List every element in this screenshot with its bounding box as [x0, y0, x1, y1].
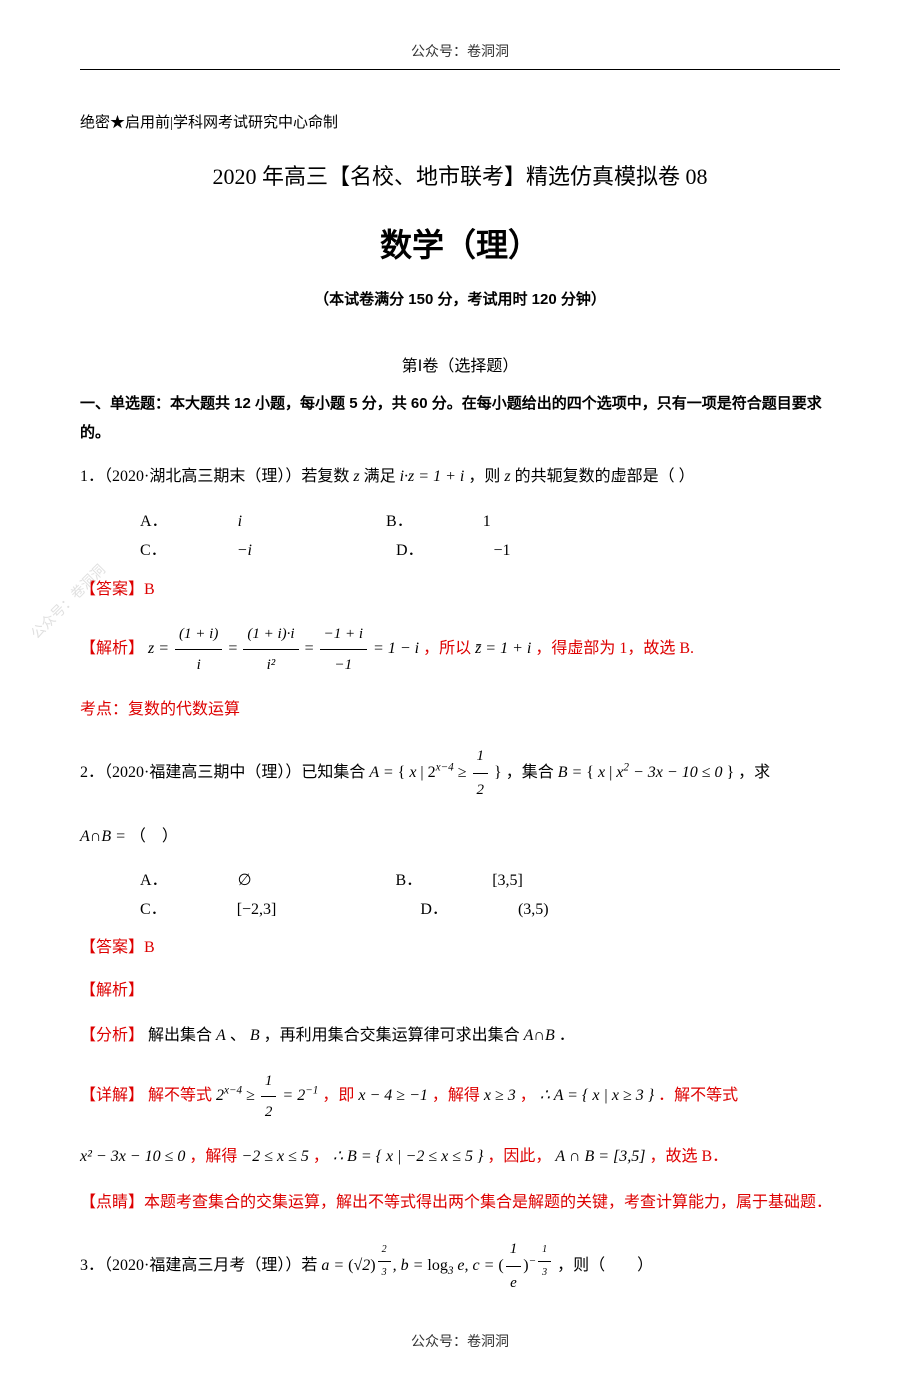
- q3-stem-prefix: 3．（2020·福建高三月考（理））若: [80, 1257, 317, 1274]
- q1-options: A．i B．1 C．−i D．−1: [80, 508, 840, 566]
- main-title: 2020 年高三【名校、地市联考】精选仿真模拟卷 08: [80, 157, 840, 197]
- q1-suffix: 的共轭复数的虚部是（ ）: [515, 468, 695, 485]
- q1-mid2: ，则: [468, 468, 500, 485]
- q1-var-z1: z: [353, 468, 359, 485]
- q2-option-b: B．[3,5]: [396, 867, 593, 896]
- footer-banner: 公众号：卷洞洞: [80, 1330, 840, 1355]
- q1-analysis: 【解析】 z = (1 + i)i = (1 + i)·ii² = −1 + i…: [80, 619, 840, 680]
- q2-suffix: ，求: [738, 764, 770, 781]
- instructions: 一、单选题：本大题共 12 小题，每小题 5 分，共 60 分。在每小题给出的四…: [80, 390, 840, 447]
- q1-option-a: A．i: [140, 508, 312, 537]
- question-1: 1．（2020·湖北高三期末（理））若复数 z 满足 i·z = 1 + i ，…: [80, 459, 840, 494]
- q3-expr: a = (√2)23, b = log3 e, c = (1e)−13: [321, 1257, 557, 1274]
- q2-options: A．∅ B．[3,5] C．[−2,3] D．(3,5): [80, 867, 840, 925]
- q3-suffix: ，则（ ）: [557, 1257, 653, 1274]
- q2-setB: B = { x | x2 − 3x − 10 ≤ 0 }: [558, 764, 734, 781]
- q1-answer: 【答案】B: [80, 576, 840, 605]
- q1-topic: 考点：复数的代数运算: [80, 694, 840, 726]
- exam-info: （本试卷满分 150 分，考试用时 120 分钟）: [80, 286, 840, 313]
- confidential-line: 绝密★启用前|学科网考试研究中心命制: [80, 110, 840, 137]
- q2-detail-line1: 【详解】 解不等式 2x−4 ≥ 12 = 2−1 ，即 x − 4 ≥ −1 …: [80, 1066, 840, 1127]
- q1-option-c: C．−i: [140, 537, 322, 566]
- q2-detail-line2: x² − 3x − 10 ≤ 0 ，解得 −2 ≤ x ≤ 5 ， ∴ B = …: [80, 1141, 840, 1173]
- q2-stem-prefix: 2．（2020·福建高三期中（理））已知集合: [80, 764, 365, 781]
- q2-option-d: D．(3,5): [420, 896, 618, 925]
- q1-option-d: D．−1: [396, 537, 581, 566]
- q2-option-c: C．[−2,3]: [140, 896, 346, 925]
- q2-ask: A∩B = （ ）: [80, 821, 840, 853]
- section-title: 第Ⅰ卷（选择题）: [80, 353, 840, 382]
- q2-option-a: A．∅: [140, 867, 322, 896]
- q2-answer: 【答案】B: [80, 934, 840, 963]
- q2-setA: A = { x | 2x−4 ≥ 12 }: [369, 764, 505, 781]
- q2-analysis-label: 【解析】: [80, 977, 840, 1006]
- q2-mid: ，集合: [506, 764, 554, 781]
- q1-mid1: 满足: [364, 468, 396, 485]
- q2-dianjing: 【点睛】本题考查集合的交集运算，解出不等式得出两个集合是解题的关键，考查计算能力…: [80, 1187, 840, 1219]
- q1-var-z2: z: [504, 468, 510, 485]
- question-2: 2．（2020·福建高三期中（理））已知集合 A = { x | 2x−4 ≥ …: [80, 740, 840, 807]
- q1-option-b: B．1: [386, 508, 561, 537]
- subject-title: 数学（理）: [80, 217, 840, 275]
- q1-eq: i·z = 1 + i: [400, 468, 465, 485]
- q2-fenxi: 【分析】 解出集合 A 、 B ，再利用集合交集运算律可求出集合 A∩B ．: [80, 1020, 840, 1052]
- q1-stem-prefix: 1．（2020·湖北高三期末（理））若复数: [80, 468, 349, 485]
- q2-detail-ineq1: 2x−4 ≥ 12 = 2−1: [216, 1087, 318, 1104]
- top-banner: 公众号：卷洞洞: [80, 40, 840, 70]
- question-3: 3．（2020·福建高三月考（理））若 a = (√2)23, b = log3…: [80, 1233, 840, 1300]
